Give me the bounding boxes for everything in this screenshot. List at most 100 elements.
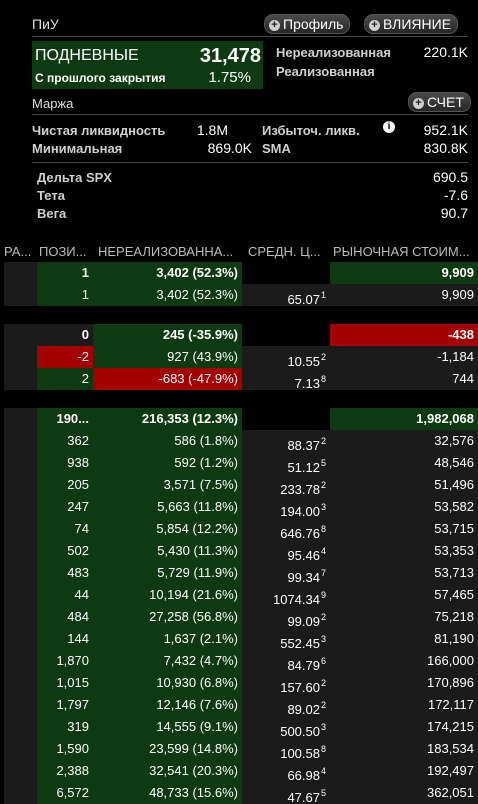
column-header-market-value[interactable]: РЫНОЧНАЯ СТОИМ... [333, 244, 470, 259]
unrealized-label: Нереализованная [276, 45, 391, 60]
table-row[interactable]: 1,870 7,432 (4.7%) 84.796 166,000 [0, 650, 478, 672]
avg-price-superscript: 3 [320, 502, 326, 512]
rank-cell [4, 262, 37, 284]
market-value-cell: 53,353 [330, 540, 478, 562]
avg-price-superscript: 5 [320, 788, 326, 798]
column-header-unrealized[interactable]: НЕРЕАЛИЗОВАННА... [98, 244, 234, 259]
group-summary-row[interactable]: 190... 216,353 (12.3%) 1,982,068 [0, 408, 478, 430]
position-cell: 74 [37, 518, 93, 540]
avg-price-cell: 1074.349 [242, 584, 330, 606]
daily-pnl-box: ПОДНЕВНЫЕ 31,478 С прошлого закрытия 1.7… [32, 41, 263, 89]
unrealized-cell: 48,733 (15.6%) [93, 782, 242, 804]
avg-price-value: 95.46 [287, 548, 320, 562]
column-header-rank[interactable]: РА... [4, 244, 32, 259]
position-cell: 938 [37, 452, 93, 474]
unrealized-cell: 592 (1.2%) [93, 452, 242, 474]
market-value-cell: 744 [330, 368, 478, 390]
avg-price-superscript: 3 [320, 634, 326, 644]
realized-label: Реализованная [276, 64, 375, 79]
table-row[interactable]: 205 3,571 (7.5%) 233.782 51,496 [0, 474, 478, 496]
position-cell: -2 [37, 346, 93, 368]
unrealized-cell: 10,194 (21.6%) [93, 584, 242, 606]
table-row[interactable]: 247 5,663 (11.8%) 194.003 53,582 [0, 496, 478, 518]
plus-icon: + [413, 98, 424, 109]
rank-cell [4, 562, 37, 584]
avg-price-value: 99.09 [287, 614, 320, 628]
table-row[interactable]: 2,388 32,541 (20.3%) 66.984 192,497 [0, 760, 478, 782]
table-row[interactable]: 484 27,258 (56.8%) 99.092 75,218 [0, 606, 478, 628]
avg-price-value: 99.34 [287, 570, 320, 584]
market-value-cell: 9,909 [330, 262, 478, 284]
avg-price-value: 1074.34 [272, 592, 320, 606]
rank-cell [4, 496, 37, 518]
avg-price-superscript: 1 [320, 290, 326, 300]
unrealized-cell: 5,663 (11.8%) [93, 496, 242, 518]
unrealized-cell: 7,432 (4.7%) [93, 650, 242, 672]
table-row[interactable]: 483 5,729 (11.9%) 99.347 53,713 [0, 562, 478, 584]
avg-price-cell: 157.602 [242, 672, 330, 694]
group-summary-row[interactable]: 1 3,402 (52.3%) 9,909 [0, 262, 478, 284]
avg-price-value: 89.02 [287, 702, 320, 716]
rank-cell [4, 368, 37, 390]
unrealized-cell: 3,571 (7.5%) [93, 474, 242, 496]
vega-value: 90.7 [440, 205, 468, 221]
account-button[interactable]: + СЧЕТ [408, 92, 471, 112]
rank-cell [4, 782, 37, 804]
avg-price-value: 65.07 [287, 292, 320, 306]
unrealized-cell: 10,930 (6.8%) [93, 672, 242, 694]
avg-price-value: 47.67 [287, 790, 320, 804]
divider [32, 162, 468, 163]
unrealized-cell: 1,637 (2.1%) [93, 628, 242, 650]
unrealized-cell: 27,258 (56.8%) [93, 606, 242, 628]
market-value-cell: -438 [330, 324, 478, 346]
table-row[interactable]: 2 -683 (-47.9%) 7.138 744 [0, 368, 478, 390]
unrealized-cell: 32,541 (20.3%) [93, 760, 242, 782]
column-header-avg-price[interactable]: СРЕДН. Ц... [248, 244, 321, 259]
profile-button-label: Профиль [283, 16, 344, 32]
unrealized-cell: 216,353 (12.3%) [93, 408, 242, 430]
position-cell: 1,015 [37, 672, 93, 694]
excess-liq-label: Избыточ. ликв. [262, 123, 360, 138]
avg-price-superscript: 2 [320, 700, 326, 710]
avg-price-cell: 500.503 [242, 716, 330, 738]
rank-cell [4, 284, 37, 306]
market-value-cell: 166,000 [330, 650, 478, 672]
profile-button[interactable]: + Профиль [264, 14, 351, 34]
table-row[interactable]: 502 5,430 (11.3%) 95.464 53,353 [0, 540, 478, 562]
avg-price-cell: 7.138 [242, 368, 330, 390]
table-row[interactable]: 6,572 48,733 (15.6%) 47.675 362,051 [0, 782, 478, 804]
table-row[interactable]: 144 1,637 (2.1%) 552.453 81,190 [0, 628, 478, 650]
position-cell: 1,590 [37, 738, 93, 760]
rank-cell [4, 606, 37, 628]
table-row[interactable]: 1,015 10,930 (6.8%) 157.602 170,896 [0, 672, 478, 694]
rank-cell [4, 408, 37, 430]
table-row[interactable]: 319 14,555 (9.1%) 500.503 174,215 [0, 716, 478, 738]
rank-cell [4, 518, 37, 540]
avg-price-cell: 51.125 [242, 452, 330, 474]
info-icon[interactable]: i [383, 121, 395, 133]
avg-price-value: 10.55 [287, 354, 320, 368]
impact-button[interactable]: + ВЛИЯНИЕ [364, 14, 459, 34]
unrealized-cell: 5,854 (12.2%) [93, 518, 242, 540]
table-row[interactable]: 1 3,402 (52.3%) 65.071 9,909 [0, 284, 478, 306]
avg-price-value: 51.12 [287, 460, 320, 474]
column-header-position[interactable]: ПОЗИ... [39, 244, 87, 259]
table-row[interactable]: 1,590 23,599 (14.8%) 100.588 183,534 [0, 738, 478, 760]
group-summary-row[interactable]: 0 245 (-35.9%) -438 [0, 324, 478, 346]
sma-label: SMA [262, 141, 291, 156]
avg-price-value: 157.60 [280, 680, 320, 694]
daily-value: 31,478 [199, 45, 261, 67]
table-row[interactable]: 44 10,194 (21.6%) 1074.349 57,465 [0, 584, 478, 606]
table-row[interactable]: 362 586 (1.8%) 88.372 32,576 [0, 430, 478, 452]
market-value-cell: -1,184 [330, 346, 478, 368]
avg-price-cell: 65.071 [242, 284, 330, 306]
table-row[interactable]: -2 927 (43.9%) 10.552 -1,184 [0, 346, 478, 368]
table-row[interactable]: 74 5,854 (12.2%) 646.768 53,715 [0, 518, 478, 540]
rank-cell [4, 346, 37, 368]
net-liq-label: Чистая ликвидность [32, 123, 166, 138]
table-row[interactable]: 1,797 12,146 (7.6%) 89.022 172,117 [0, 694, 478, 716]
table-row[interactable]: 938 592 (1.2%) 51.125 48,546 [0, 452, 478, 474]
unrealized-cell: 586 (1.8%) [93, 430, 242, 452]
position-cell: 2 [37, 368, 93, 390]
avg-price-cell: 84.796 [242, 650, 330, 672]
